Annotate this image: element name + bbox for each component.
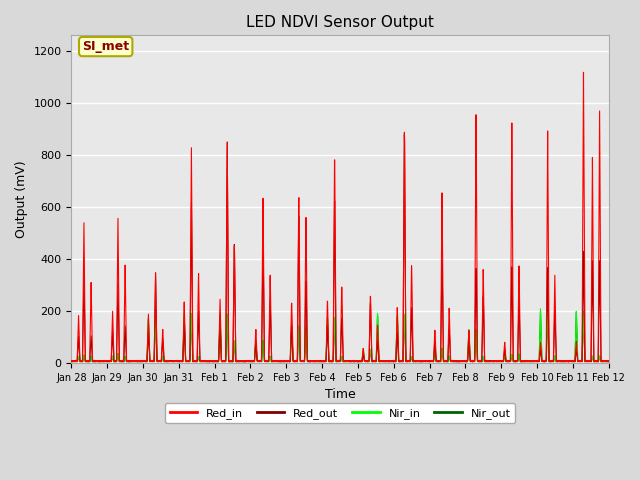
Red_in — [273, 359, 281, 364]
Red_in — [306, 359, 314, 365]
Nir_out — [274, 359, 282, 364]
Line: Red_out: Red_out — [72, 135, 609, 362]
Red_in — [68, 358, 76, 364]
Red_out — [297, 358, 305, 364]
Nir_in — [544, 306, 552, 312]
Nir_in — [68, 359, 76, 364]
Nir_out — [536, 315, 544, 321]
Nir_in — [536, 313, 544, 319]
Nir_out — [605, 359, 612, 364]
Nir_in — [316, 359, 324, 365]
Red_out — [273, 358, 281, 364]
Red_in — [161, 358, 168, 364]
Nir_out — [537, 309, 545, 314]
Red_out — [401, 132, 408, 138]
Nir_in — [297, 358, 305, 364]
Red_in — [595, 328, 602, 334]
Nir_out — [129, 358, 137, 364]
Nir_out — [595, 359, 602, 364]
Nir_in — [595, 359, 602, 364]
Legend: Red_in, Red_out, Nir_in, Nir_out: Red_in, Red_out, Nir_in, Nir_out — [165, 403, 515, 423]
Text: SI_met: SI_met — [82, 40, 129, 53]
Nir_in — [129, 358, 136, 364]
Y-axis label: Output (mV): Output (mV) — [15, 160, 28, 238]
Line: Red_in: Red_in — [72, 72, 609, 362]
Nir_out — [161, 359, 168, 364]
Red_out — [605, 358, 612, 364]
Red_in — [129, 359, 136, 364]
Red_out — [161, 359, 168, 364]
Nir_in — [273, 359, 281, 364]
Red_out — [547, 359, 555, 365]
Title: LED NDVI Sensor Output: LED NDVI Sensor Output — [246, 15, 434, 30]
Red_in — [605, 359, 612, 365]
Red_in — [580, 70, 588, 75]
Red_out — [68, 359, 76, 364]
Red_out — [595, 348, 602, 353]
Line: Nir_out: Nir_out — [72, 312, 609, 362]
Nir_in — [605, 358, 612, 364]
Nir_out — [297, 359, 305, 364]
Red_in — [536, 342, 544, 348]
Nir_in — [161, 358, 168, 364]
Red_in — [297, 359, 305, 364]
Nir_out — [100, 359, 108, 365]
Nir_out — [68, 359, 76, 364]
Red_out — [536, 348, 544, 354]
X-axis label: Time: Time — [324, 388, 355, 401]
Red_out — [129, 359, 136, 364]
Line: Nir_in: Nir_in — [72, 309, 609, 362]
